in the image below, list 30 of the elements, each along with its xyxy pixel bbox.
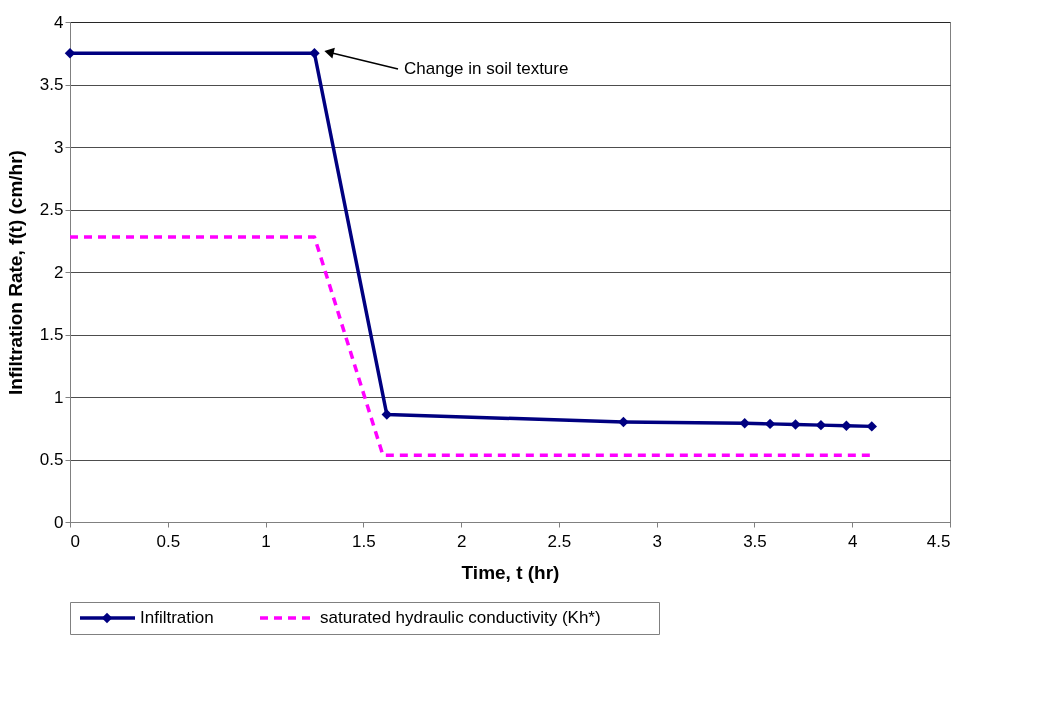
x-tick-label: 4 xyxy=(847,531,858,551)
x-tick-label: 3.5 xyxy=(743,531,767,551)
y-tick-label: 1 xyxy=(54,387,64,407)
y-tick-label: 3.5 xyxy=(39,75,64,94)
y-tick-label: 2.5 xyxy=(39,200,64,219)
y-tick-label: 4 xyxy=(54,12,64,32)
point xyxy=(618,416,629,428)
legend-label: Infiltration xyxy=(140,608,214,627)
y-tick-label: 1.5 xyxy=(39,325,64,344)
y-tick-label: 2 xyxy=(54,262,64,282)
annotation: Change in soil texture xyxy=(404,59,569,78)
y-axis-title: Infiltration Rate, f(t) (cm/hr) xyxy=(4,150,26,395)
point xyxy=(739,418,750,429)
point xyxy=(309,48,320,59)
point xyxy=(790,419,801,430)
y-tick-label: 3 xyxy=(54,137,64,157)
x-tick-label: 2 xyxy=(456,531,467,551)
x-tick-label: 1.5 xyxy=(352,531,376,551)
point xyxy=(841,420,852,431)
y-tick-label: 0 xyxy=(54,512,64,532)
x-tick-label: 1 xyxy=(261,531,271,551)
x-axis-title: Time, t (hr) xyxy=(461,561,560,583)
y-tick-label: 0.5 xyxy=(39,450,64,469)
legend-label: saturated hydraulic conductivity (Kh*) xyxy=(320,608,601,627)
x-tick-label: 0 xyxy=(70,531,80,551)
x-tick-label: 0.5 xyxy=(156,531,181,551)
x-tick-label: 3 xyxy=(652,531,662,551)
x-tick-label: 4.5 xyxy=(926,531,951,551)
x-tick-label: 2.5 xyxy=(547,531,572,551)
point xyxy=(866,421,878,432)
